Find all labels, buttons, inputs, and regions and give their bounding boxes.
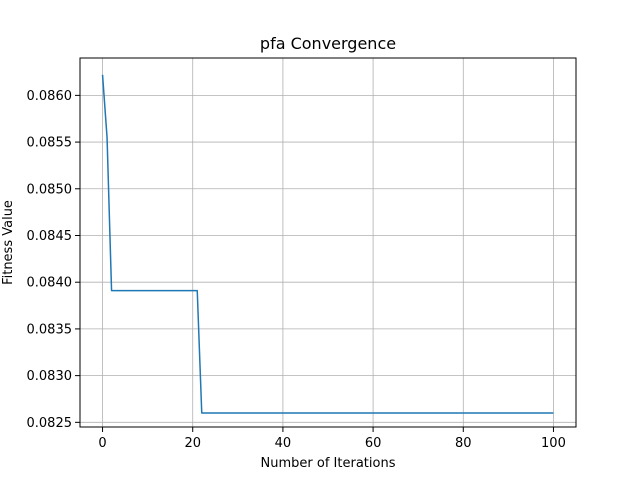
y-tick-label: 0.0860 bbox=[27, 89, 73, 104]
y-tick-label: 0.0850 bbox=[27, 182, 73, 197]
chart-title: pfa Convergence bbox=[260, 34, 396, 53]
plot-frame bbox=[79, 57, 577, 428]
tick-layer: 0 20 40 60 80 100 0.0825 0.0830 0.0835 0.0840 0.08… bbox=[27, 89, 566, 451]
y-tick-label: 0.0835 bbox=[27, 322, 73, 337]
series-layer bbox=[101, 74, 554, 414]
x-tick-label: 100 bbox=[541, 436, 566, 451]
y-axis-title: Fitness Value bbox=[1, 200, 16, 285]
y-tick-label: 0.0825 bbox=[27, 416, 73, 431]
grid-layer bbox=[80, 58, 576, 427]
y-tick-label: 0.0840 bbox=[27, 276, 73, 291]
x-tick-label: 40 bbox=[275, 436, 292, 451]
x-axis-title: Number of Iterations bbox=[261, 456, 396, 471]
y-tick-label: 0.0830 bbox=[27, 369, 73, 384]
x-tick-label: 0 bbox=[98, 436, 106, 451]
x-tick-label: 60 bbox=[365, 436, 382, 451]
x-tick-label: 80 bbox=[455, 436, 472, 451]
fitness-series-line bbox=[101, 74, 554, 414]
y-tick-label: 0.0845 bbox=[27, 229, 73, 244]
y-tick-label: 0.0855 bbox=[27, 136, 73, 151]
x-tick-label: 20 bbox=[184, 436, 201, 451]
